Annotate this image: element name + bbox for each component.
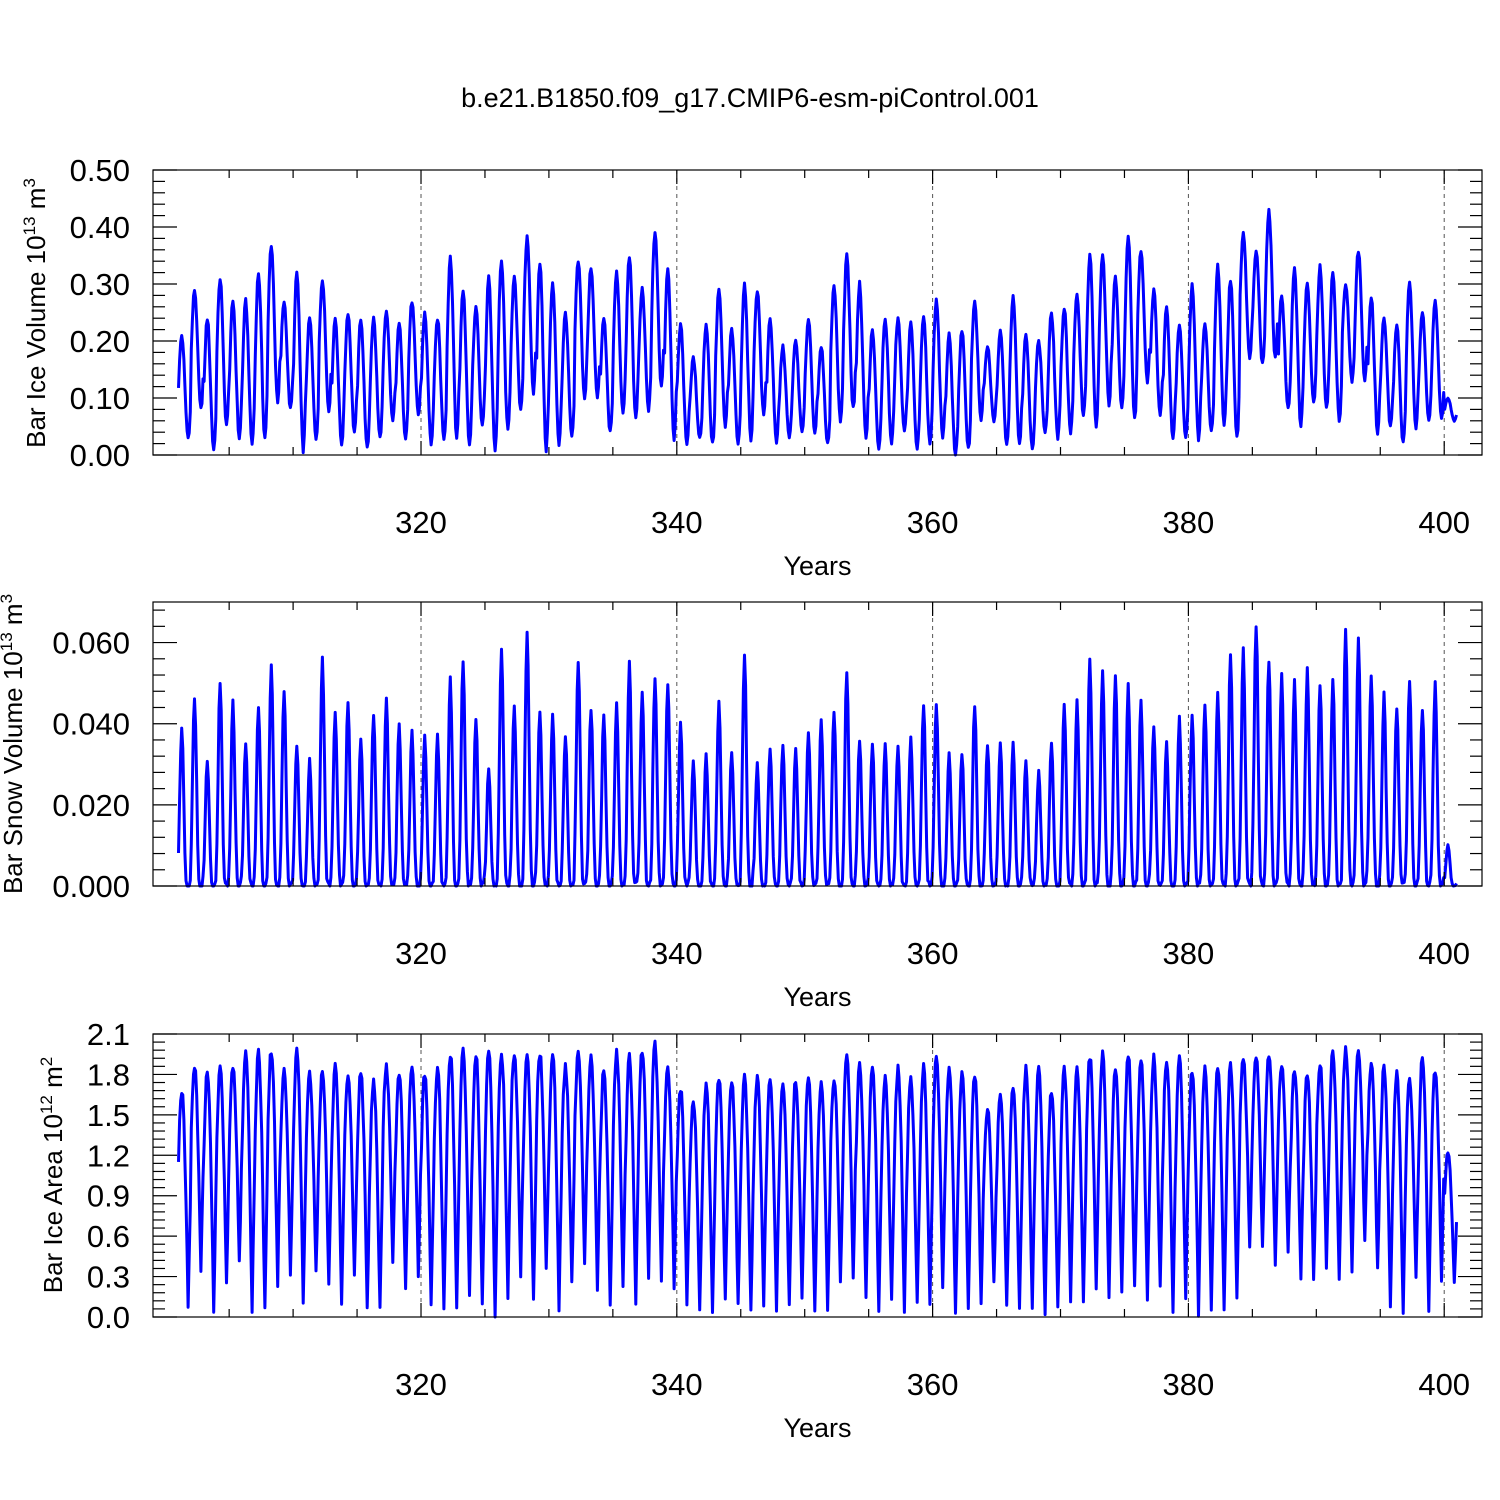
panel-snow-volume: 320 340 360 380 400 0.000 0.020 0.040 0.060 Years…	[0, 594, 1483, 1012]
x-tick-label: 380	[1163, 936, 1215, 971]
y-tick-label: 0.0	[87, 1300, 130, 1335]
y-tick-label: 2.1	[87, 1017, 130, 1052]
y-axis-label: Bar Ice Area 1012 m2	[37, 1057, 68, 1294]
y-axis-label: Bar Ice Volume 1013 m3	[20, 178, 51, 448]
panel-ice-volume: 320 340 360 380 400 0.00 0.10 0.20 0.30 0.40 0.50 Y…	[20, 153, 1483, 581]
x-tick-label: 320	[395, 936, 447, 971]
y-tick-label: 0.000	[52, 869, 130, 904]
y-tick-label: 1.5	[87, 1098, 130, 1133]
plot-frame	[152, 169, 1483, 456]
x-tick-label: 360	[907, 1367, 959, 1402]
y-tick-label: 0.3	[87, 1260, 130, 1295]
y-tick-label: 1.2	[87, 1138, 130, 1173]
y-tick-label: 0.9	[87, 1179, 130, 1214]
y-tick-label: 0.00	[70, 438, 130, 473]
y-tick-label: 0.40	[70, 210, 130, 245]
x-tick-label: 400	[1418, 505, 1470, 540]
x-axis-label: Years	[783, 551, 851, 581]
plot-frame	[152, 601, 1483, 887]
x-axis-label: Years	[783, 982, 851, 1012]
y-axis-label: Bar Snow Volume 1013 m3	[0, 594, 28, 894]
y-tick-label: 0.040	[52, 707, 130, 742]
x-tick-label: 380	[1163, 1367, 1215, 1402]
y-tick-label: 0.10	[70, 381, 130, 416]
x-tick-label: 380	[1163, 505, 1215, 540]
x-axis-label: Years	[783, 1413, 851, 1443]
x-tick-label: 400	[1418, 936, 1470, 971]
series-line-ice-area	[177, 1039, 1458, 1319]
y-tick-label: 0.060	[52, 626, 130, 661]
y-tick-label: 1.8	[87, 1057, 130, 1092]
y-tick-label: 0.20	[70, 324, 130, 359]
y-tick-label: 0.50	[70, 153, 130, 188]
y-tick-label: 0.30	[70, 267, 130, 302]
y-tick-label: 0.020	[52, 788, 130, 823]
x-tick-label: 340	[651, 505, 703, 540]
x-tick-label: 360	[907, 505, 959, 540]
x-tick-label: 340	[651, 936, 703, 971]
y-tick-label: 0.6	[87, 1219, 130, 1254]
series-line-snow-volume	[177, 625, 1458, 888]
panel-ice-area: 320 340 360 380 400 0.0 0.3 0.6 0.9 1.2 1.5 1.8 2.1 Y…	[37, 1017, 1483, 1443]
x-tick-label: 360	[907, 936, 959, 971]
x-tick-label: 340	[651, 1367, 703, 1402]
x-tick-label: 320	[395, 505, 447, 540]
plot-frame	[152, 1033, 1483, 1318]
x-tick-label: 400	[1418, 1367, 1470, 1402]
x-tick-label: 320	[395, 1367, 447, 1402]
series-line-ice-volume	[177, 207, 1458, 457]
figure-title: b.e21.B1850.f09_g17.CMIP6-esm-piControl.…	[461, 83, 1039, 113]
